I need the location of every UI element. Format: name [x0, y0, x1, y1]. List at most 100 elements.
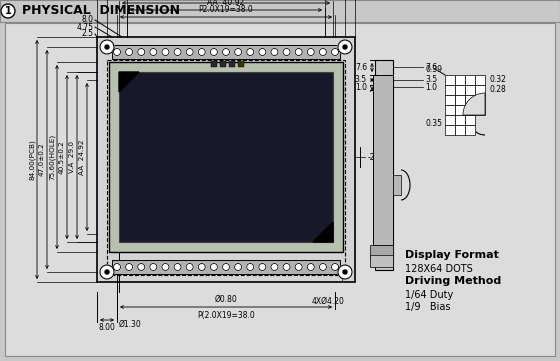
- Text: 84.00(PCB): 84.00(PCB): [29, 139, 35, 180]
- Bar: [97, 37, 355, 282]
- Circle shape: [343, 45, 347, 49]
- Text: 128X64 DOTS: 128X64 DOTS: [405, 264, 473, 274]
- Wedge shape: [463, 93, 485, 115]
- Text: 0.28: 0.28: [489, 86, 506, 95]
- Text: 8.0: 8.0: [82, 16, 94, 25]
- Circle shape: [198, 264, 206, 270]
- Text: 40.5±0.2: 40.5±0.2: [59, 140, 65, 174]
- Text: 128X64DOTS: 128X64DOTS: [161, 152, 291, 171]
- Circle shape: [343, 270, 347, 274]
- Bar: [455, 115, 465, 125]
- Circle shape: [198, 48, 206, 56]
- Bar: [445, 105, 455, 115]
- Text: PHYSICAL  DIMENSION: PHYSICAL DIMENSION: [22, 4, 180, 17]
- Bar: [445, 75, 455, 85]
- Text: 7.6: 7.6: [355, 62, 367, 71]
- Bar: [465, 115, 475, 125]
- Circle shape: [271, 264, 278, 270]
- Text: 1: 1: [4, 6, 11, 16]
- Text: V.A  29.0: V.A 29.0: [69, 141, 75, 173]
- Circle shape: [283, 264, 290, 270]
- Bar: [455, 85, 465, 95]
- Text: 2.5: 2.5: [82, 30, 94, 39]
- Circle shape: [114, 48, 120, 56]
- Bar: [475, 95, 485, 105]
- Bar: [375, 60, 393, 270]
- Bar: [465, 125, 475, 135]
- Text: Ø0.80: Ø0.80: [214, 295, 237, 304]
- Bar: [370, 255, 393, 267]
- Bar: [119, 72, 333, 242]
- Circle shape: [162, 48, 169, 56]
- Circle shape: [211, 264, 217, 270]
- Text: 4.75: 4.75: [77, 22, 94, 31]
- Text: AA  40.92: AA 40.92: [207, 0, 245, 7]
- Circle shape: [138, 48, 144, 56]
- Text: AA  24.92: AA 24.92: [79, 139, 85, 175]
- Circle shape: [211, 48, 217, 56]
- Circle shape: [174, 48, 181, 56]
- Circle shape: [259, 264, 266, 270]
- Circle shape: [162, 264, 169, 270]
- Circle shape: [295, 48, 302, 56]
- Bar: [107, 60, 345, 275]
- Circle shape: [186, 264, 193, 270]
- Text: Driving Method: Driving Method: [405, 276, 501, 286]
- Text: 3.5: 3.5: [355, 75, 367, 84]
- Circle shape: [307, 48, 314, 56]
- Bar: [445, 115, 455, 125]
- Bar: [455, 105, 465, 115]
- Circle shape: [100, 40, 114, 54]
- Circle shape: [222, 48, 230, 56]
- Text: 0.39: 0.39: [426, 65, 443, 74]
- Text: 3.5: 3.5: [425, 75, 437, 84]
- Circle shape: [1, 4, 15, 18]
- Text: 1/9   Bias: 1/9 Bias: [405, 302, 450, 312]
- Bar: [475, 105, 485, 115]
- Circle shape: [307, 264, 314, 270]
- Text: 0.32: 0.32: [489, 75, 506, 84]
- Bar: [109, 62, 343, 252]
- Polygon shape: [313, 222, 333, 242]
- Circle shape: [125, 264, 133, 270]
- Circle shape: [105, 270, 109, 274]
- Text: 1: 1: [339, 277, 343, 283]
- Text: Ø1.30: Ø1.30: [119, 320, 142, 329]
- Circle shape: [235, 264, 241, 270]
- Text: 1/64 Duty: 1/64 Duty: [405, 290, 453, 300]
- Bar: [238, 61, 244, 67]
- Text: 4XØ4.20: 4XØ4.20: [312, 297, 345, 306]
- Bar: [475, 85, 485, 95]
- Bar: [445, 125, 455, 135]
- Circle shape: [105, 45, 109, 49]
- Bar: [229, 61, 235, 67]
- Circle shape: [222, 264, 230, 270]
- Text: 1.0: 1.0: [355, 83, 367, 91]
- Text: P2.0X19=38.0: P2.0X19=38.0: [199, 5, 253, 14]
- Circle shape: [186, 48, 193, 56]
- Circle shape: [114, 264, 120, 270]
- Circle shape: [247, 264, 254, 270]
- Circle shape: [125, 48, 133, 56]
- Text: 8.00: 8.00: [99, 323, 115, 332]
- Bar: [465, 75, 475, 85]
- Text: 75.60(HOLE): 75.60(HOLE): [49, 134, 55, 180]
- Bar: [112, 45, 340, 59]
- Bar: [455, 95, 465, 105]
- Bar: [373, 75, 393, 245]
- Circle shape: [283, 48, 290, 56]
- Circle shape: [338, 265, 352, 279]
- Bar: [393, 175, 401, 195]
- Circle shape: [295, 264, 302, 270]
- Text: Display Format: Display Format: [405, 250, 499, 260]
- Circle shape: [150, 264, 157, 270]
- Text: 1.0: 1.0: [425, 83, 437, 91]
- Bar: [370, 245, 393, 260]
- Circle shape: [319, 48, 326, 56]
- Bar: [445, 95, 455, 105]
- Text: 0.35: 0.35: [426, 118, 443, 127]
- Bar: [0, 0, 560, 22]
- Circle shape: [100, 265, 114, 279]
- Text: 47.0±0.2: 47.0±0.2: [39, 143, 45, 177]
- Circle shape: [174, 264, 181, 270]
